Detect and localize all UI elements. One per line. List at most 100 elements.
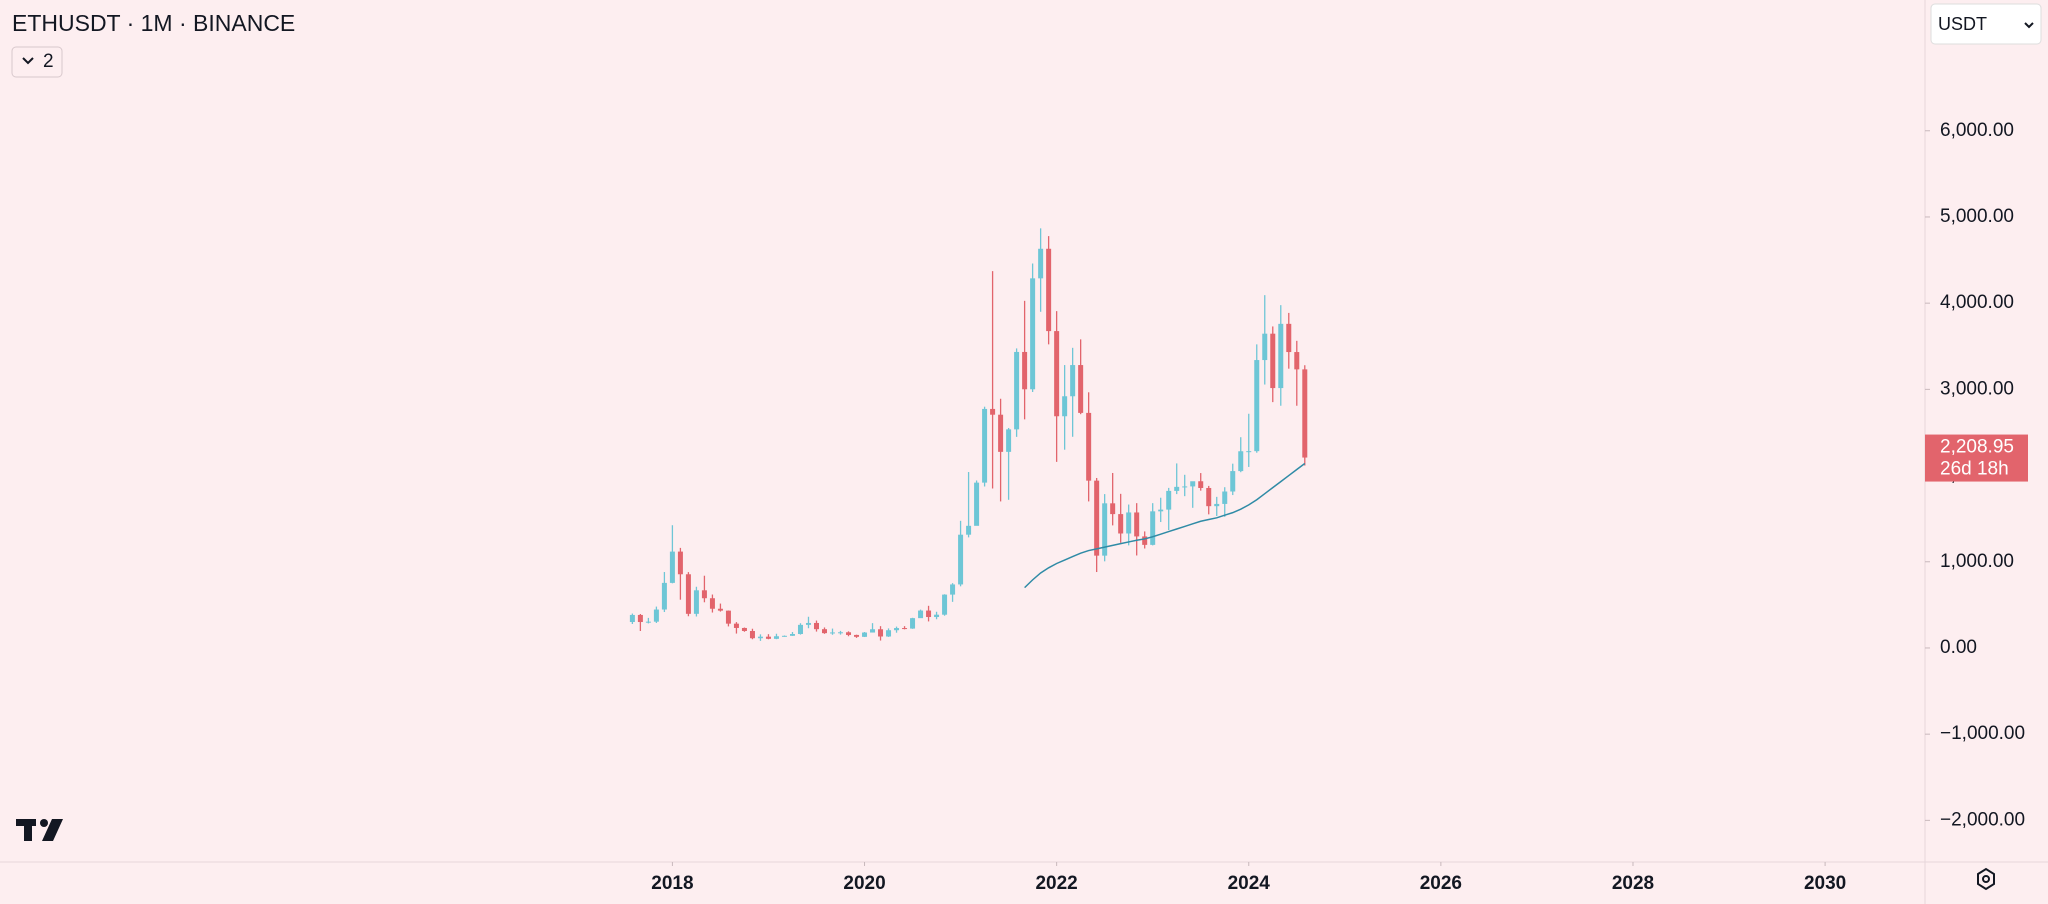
candle-body (838, 632, 844, 634)
y-tick-label: −2,000.00 (1940, 809, 2025, 830)
candle-body (749, 630, 755, 639)
candle-body (1102, 503, 1108, 556)
candle-body (854, 634, 860, 637)
candle-body (1022, 351, 1028, 390)
candle-body (1182, 486, 1188, 488)
x-tick-label: 2024 (1228, 873, 1271, 894)
candle-body (1254, 360, 1260, 452)
candle-body (1030, 278, 1036, 390)
candle-body (701, 590, 707, 599)
candle-body (1134, 512, 1140, 537)
candle-body (902, 628, 908, 630)
candle-body (958, 534, 964, 585)
candle-body (1286, 323, 1292, 353)
x-tick-label: 2028 (1612, 873, 1654, 894)
candle-body (781, 635, 787, 637)
candle-body (1126, 512, 1132, 534)
y-tick-label: 1,000.00 (1940, 551, 2014, 572)
candle-body (789, 634, 795, 636)
y-tick-label: 4,000.00 (1940, 292, 2014, 313)
candle-body (862, 632, 868, 637)
candle-body (685, 574, 691, 614)
logo (16, 819, 63, 841)
candle-body (1110, 503, 1116, 515)
candle-body (661, 582, 667, 610)
candle-body (926, 610, 932, 618)
candle-body (886, 630, 892, 637)
candle-body (942, 594, 948, 615)
candle-body (757, 636, 763, 639)
candle-body (1150, 511, 1156, 545)
candle-body (974, 482, 980, 526)
candle-body (1222, 491, 1228, 504)
y-tick-label: 0.00 (1940, 637, 1977, 658)
candle-body (629, 614, 635, 623)
candle-body (1006, 429, 1012, 452)
candle-body (725, 610, 731, 624)
candle-body (1070, 365, 1076, 397)
candle-body (934, 614, 940, 618)
currency-select[interactable]: USDT (1930, 3, 2042, 45)
candle-body (1014, 351, 1020, 430)
candle-body (821, 629, 827, 634)
candle-body (1174, 486, 1180, 491)
candle-body (1246, 451, 1252, 453)
candle-body (805, 622, 811, 625)
moving-average (1024, 462, 1306, 589)
candle-body (966, 525, 972, 535)
candle-body (717, 608, 723, 611)
candle-body (1278, 323, 1284, 389)
candle-body (1062, 396, 1068, 417)
y-tick-label: 6,000.00 (1940, 120, 2014, 141)
candle-body (990, 408, 996, 415)
candle-body (637, 614, 643, 623)
last-price-box (1925, 434, 2028, 482)
candle-body (1158, 509, 1164, 512)
candle-body (1262, 333, 1268, 361)
candle-body (1230, 471, 1236, 492)
candle-body (1086, 412, 1092, 481)
y-tick-label: 3,000.00 (1940, 378, 2014, 399)
candle-body (1142, 536, 1148, 545)
candle-body (1046, 248, 1052, 332)
candle-body (950, 584, 956, 595)
candle-body (918, 610, 924, 619)
candle-body (773, 636, 779, 639)
candle-body (1302, 369, 1308, 458)
settings-icon[interactable] (1977, 867, 1995, 891)
candle-body (1094, 480, 1100, 556)
candle-body (813, 622, 819, 630)
candle-body (733, 623, 739, 628)
candle-body (846, 632, 852, 635)
x-tick-label: 2018 (651, 873, 693, 894)
candle-body (1190, 481, 1196, 487)
indicator-count: 2 (43, 51, 54, 72)
candle-body (653, 609, 659, 622)
candle-body (645, 621, 651, 623)
candle-body (1038, 248, 1044, 279)
candle-body (998, 414, 1004, 452)
candle-body (709, 598, 715, 609)
candle-body (1270, 333, 1276, 389)
indicator-toggle[interactable]: 2 (11, 46, 63, 78)
candle-body (878, 629, 884, 637)
countdown-label: 26d 18h (1940, 459, 2009, 480)
candle-body (870, 629, 876, 633)
y-tick-label: 5,000.00 (1940, 206, 2014, 227)
y-tick-label: −1,000.00 (1940, 723, 2025, 744)
x-tick-label: 2026 (1420, 873, 1462, 894)
candle-body (910, 618, 916, 629)
candle-body (1294, 352, 1300, 370)
candle-body (894, 628, 900, 631)
currency-label: USDT (1938, 14, 1987, 34)
x-tick-label: 2022 (1035, 873, 1077, 894)
candle-body (741, 627, 747, 631)
candle-body (797, 624, 803, 635)
candle-body (1078, 365, 1084, 413)
chart-title: ETHUSDT · 1M · BINANCE (12, 10, 295, 36)
x-tick-label: 2020 (843, 873, 885, 894)
candle-body (677, 551, 683, 575)
candle-body (1118, 514, 1124, 534)
